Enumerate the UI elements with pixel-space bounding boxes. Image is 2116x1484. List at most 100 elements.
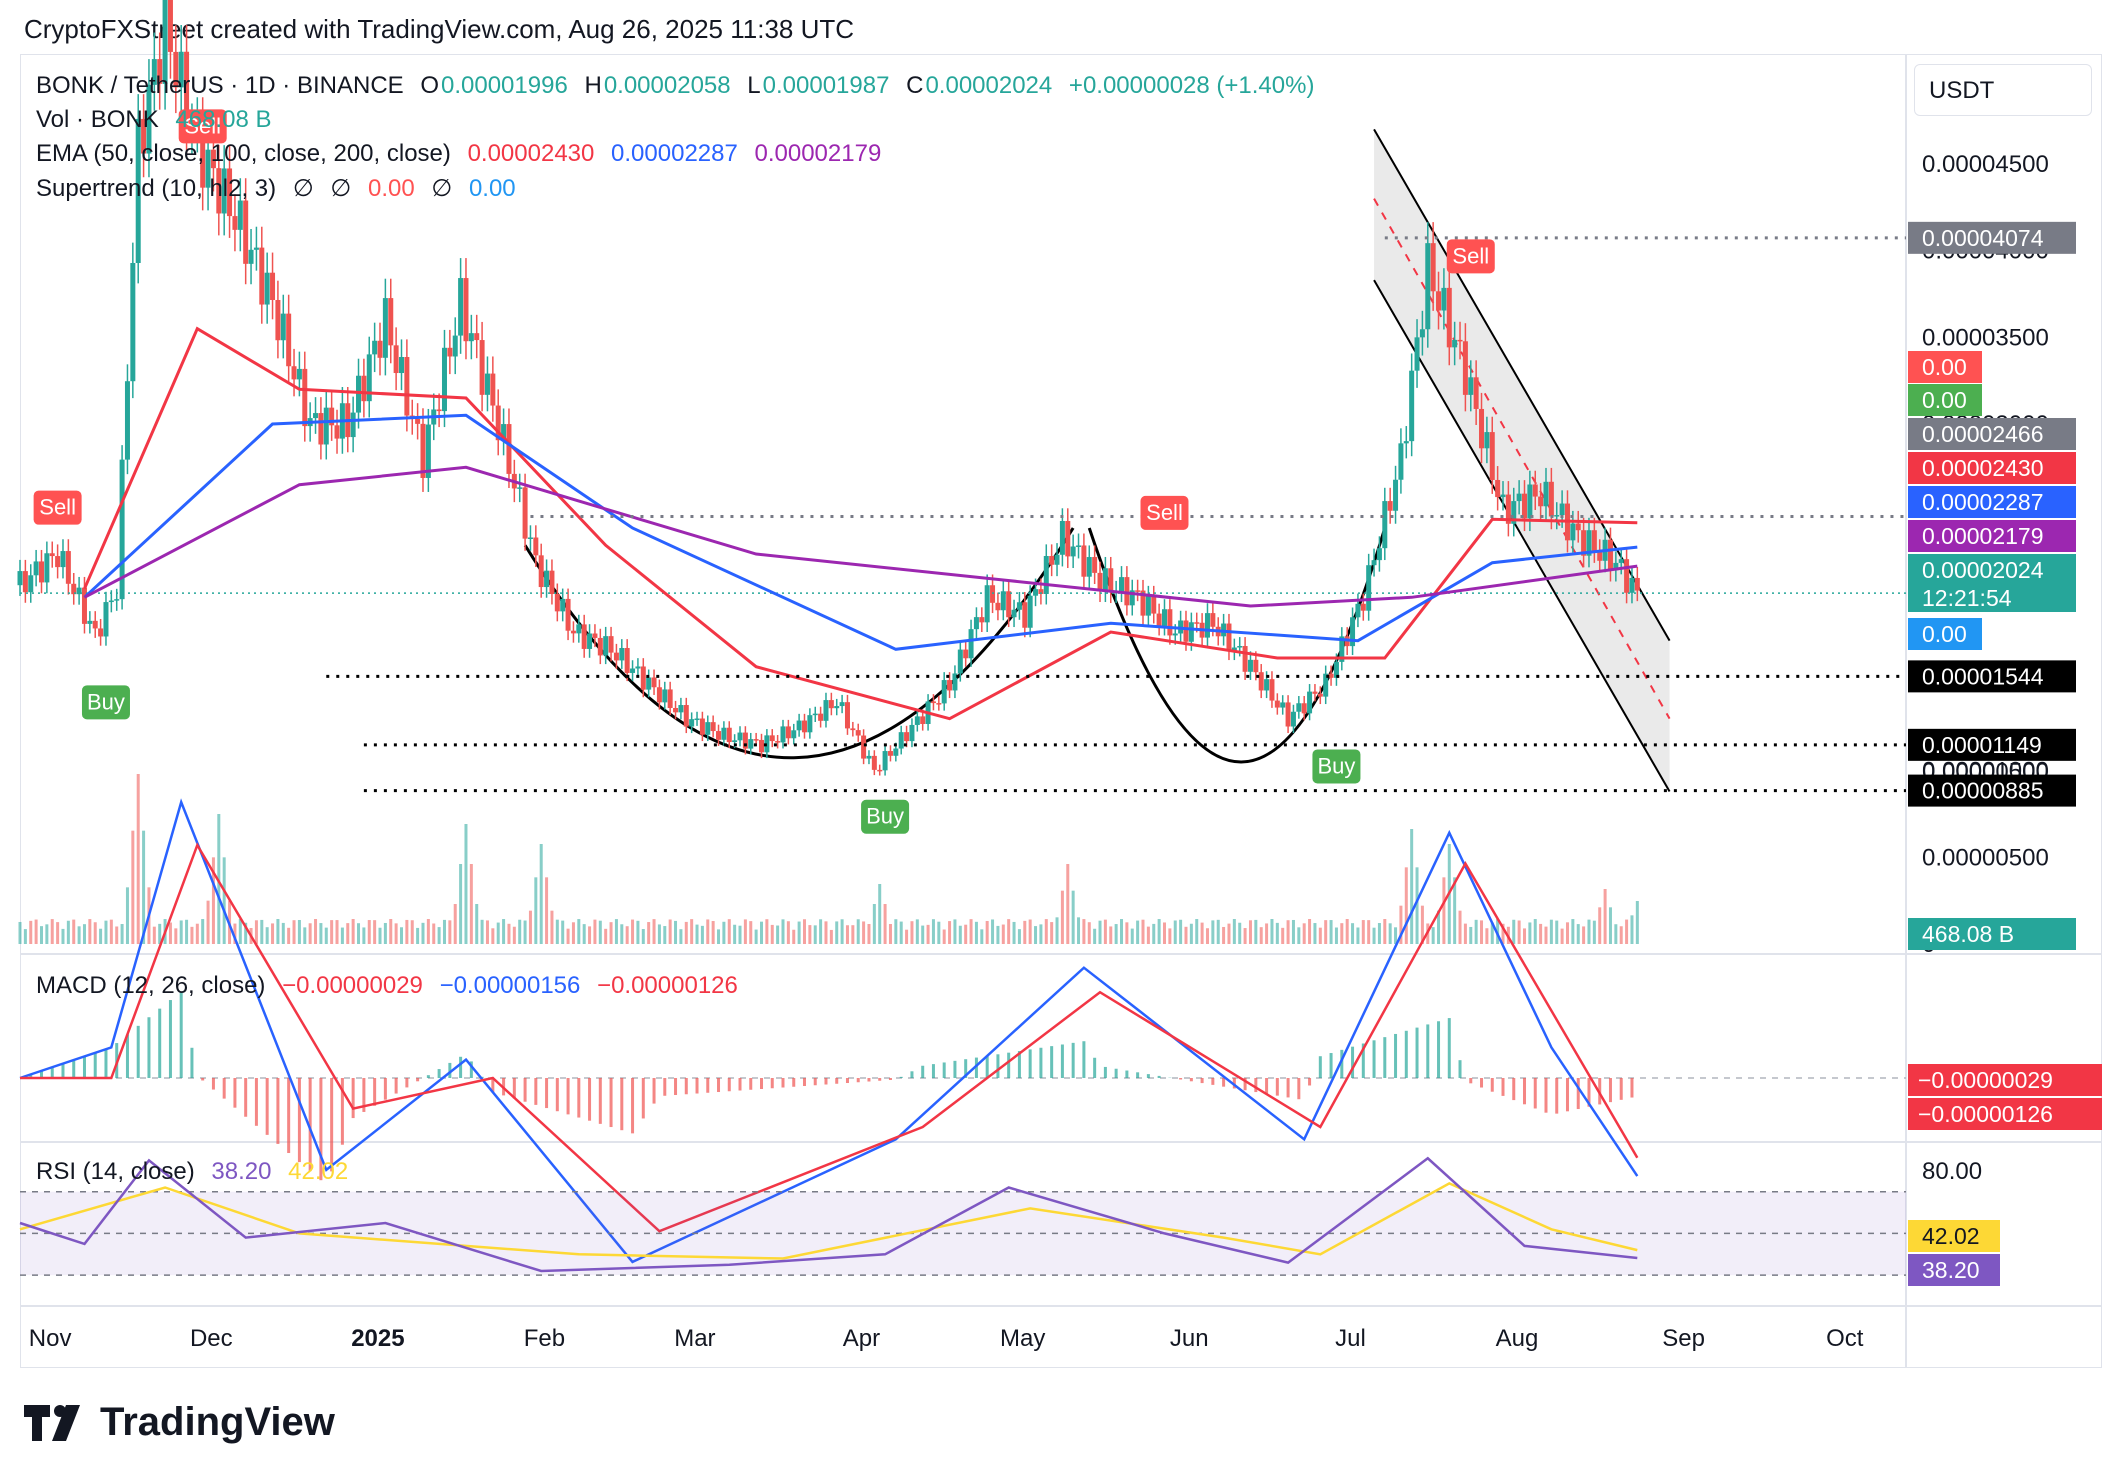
macd-histogram-bar (1608, 1078, 1612, 1103)
candle-body (667, 689, 673, 708)
supertrend-sell-marker[interactable]: Sell (1140, 495, 1189, 530)
price-axis-label[interactable]: 0.00001149 (1908, 728, 2076, 761)
macd-histogram-bar (1275, 1078, 1279, 1096)
macd-axis-label[interactable]: −0.00000029 (1908, 1064, 2102, 1096)
volume-bar (378, 927, 382, 944)
cup-pattern-right[interactable] (1087, 527, 1387, 764)
macd-histogram-bar (265, 1078, 269, 1135)
rsi-line[interactable] (19, 1156, 1638, 1273)
price-axis-label[interactable]: 0.00 (1908, 618, 1982, 650)
supertrend-buy-marker[interactable]: Buy (81, 685, 130, 720)
legend-ema-label[interactable]: EMA (50, close, 100, close, 200, close) (36, 140, 451, 167)
price-label-text: 0.00002466 (1922, 421, 2044, 447)
price-axis-label[interactable]: 0.00002466 (1908, 418, 2076, 450)
macd-axis-label[interactable]: −0.00000126 (1908, 1098, 2102, 1130)
candle-body (1307, 691, 1313, 714)
price-axis-label[interactable]: 0.00004074 (1908, 221, 2076, 254)
channel-mid-line (1373, 198, 1671, 720)
price-axis-label[interactable]: 0.00002179 (1908, 520, 2076, 552)
macd-histogram-bar (588, 1078, 592, 1121)
candle-body (1629, 577, 1635, 593)
volume-bar (448, 920, 452, 944)
supertrend-sell-marker[interactable]: Sell (178, 109, 227, 144)
price-label-text: 0.00002024 (1922, 557, 2044, 583)
volume-bar (1318, 927, 1322, 944)
volume-bar (1205, 928, 1209, 944)
supertrend-buy-marker[interactable]: Buy (1312, 749, 1361, 784)
macd-histogram-bar (1490, 1078, 1494, 1092)
volume-bar (674, 920, 678, 944)
macd-histogram-bar (50, 1067, 54, 1078)
legend-change: +0.00000028 (+1.40%) (1068, 72, 1315, 99)
candle-body (1102, 568, 1108, 592)
legend-supertrend-label[interactable]: Supertrend (10, hl2, 3) (36, 175, 277, 202)
supertrend-buy-marker[interactable]: Buy (861, 799, 910, 834)
volume-bar (297, 920, 301, 944)
volume-bar (1222, 926, 1226, 944)
macd-histogram-bar (1082, 1041, 1086, 1078)
candle-body (1119, 577, 1125, 592)
macd-label-text: −0.00000126 (1918, 1101, 2053, 1127)
candle-body (1296, 703, 1302, 712)
cup-pattern-left[interactable] (523, 527, 1075, 760)
macd-histogram-bar (276, 1078, 280, 1144)
volume-bar (883, 904, 887, 944)
rsi-axis-label[interactable]: 38.20 (1908, 1254, 2000, 1286)
macd-histogram-bar (512, 1078, 516, 1099)
candle-body (237, 200, 243, 230)
volume-bar (1383, 919, 1387, 944)
price-axis-label[interactable]: 0.00 (1908, 384, 1982, 416)
chart-frame (20, 54, 2102, 1368)
price-axis-label[interactable]: 468.08 B (1908, 918, 2076, 950)
ema-line-100[interactable] (83, 413, 1638, 651)
volume-bar (1109, 926, 1113, 944)
volume-bar (1227, 923, 1231, 944)
price-axis-label[interactable]: 0.00 (1908, 351, 1982, 383)
legend-vol-label[interactable]: Vol · BONK (36, 106, 159, 133)
price-axis-label[interactable]: 0.00002287 (1908, 486, 2076, 518)
volume-bar (201, 919, 205, 944)
volume-bar (598, 920, 602, 944)
candle-body (1495, 479, 1501, 498)
volume-bar (1120, 919, 1124, 944)
macd-line[interactable] (19, 798, 1639, 1264)
candle-body (1414, 337, 1420, 371)
volume-bar (319, 923, 323, 944)
candle-body (1156, 613, 1162, 626)
channel-lower-line[interactable] (1373, 279, 1671, 792)
candle-body (984, 585, 990, 623)
macd-histogram-bar (1361, 1043, 1365, 1078)
macd-histogram-bar (717, 1078, 721, 1093)
volume-bar (1345, 919, 1349, 944)
volume-bar (1351, 923, 1355, 944)
supertrend-sell-marker[interactable]: Sell (1446, 239, 1495, 274)
volume-bar (233, 923, 237, 944)
legend-st-b: ∅ (330, 175, 352, 202)
supertrend-sell-marker[interactable]: Sell (33, 490, 82, 525)
tradingview-logo-icon (24, 1404, 80, 1441)
price-axis-label[interactable]: 0.00000885 (1908, 774, 2076, 807)
rsi-axis-label[interactable]: 42.02 (1908, 1220, 2000, 1252)
price-axis-label[interactable]: 0.00002430 (1908, 452, 2076, 484)
legend-symbol[interactable]: BONK / TetherUS · 1D · BINANCE (36, 72, 404, 99)
channel-upper-line[interactable] (1373, 128, 1671, 642)
macd-histogram-bar (856, 1078, 860, 1083)
volume-bar (340, 927, 344, 944)
rsi-ma-line[interactable] (19, 1182, 1638, 1260)
legend-macd-label[interactable]: MACD (12, 26, close) (36, 972, 266, 999)
macd-histogram-bar (1630, 1078, 1634, 1098)
macd-histogram-bar (835, 1078, 839, 1084)
macd-histogram-bar (1458, 1060, 1462, 1078)
price-axis-tick: 0.00004500 (1922, 151, 2049, 178)
ema-line-50[interactable] (83, 326, 1638, 721)
candle-body (296, 368, 302, 380)
legend-rsi-label[interactable]: RSI (14, close) (36, 1158, 195, 1185)
price-axis-label[interactable]: 0.00001544 (1908, 660, 2076, 693)
ema-line-200[interactable] (83, 465, 1638, 608)
volume-bar (1012, 921, 1016, 944)
currency-button[interactable]: USDT (1914, 64, 2092, 116)
volume-bar (1517, 920, 1521, 944)
macd-signal-line[interactable] (20, 842, 1639, 1233)
